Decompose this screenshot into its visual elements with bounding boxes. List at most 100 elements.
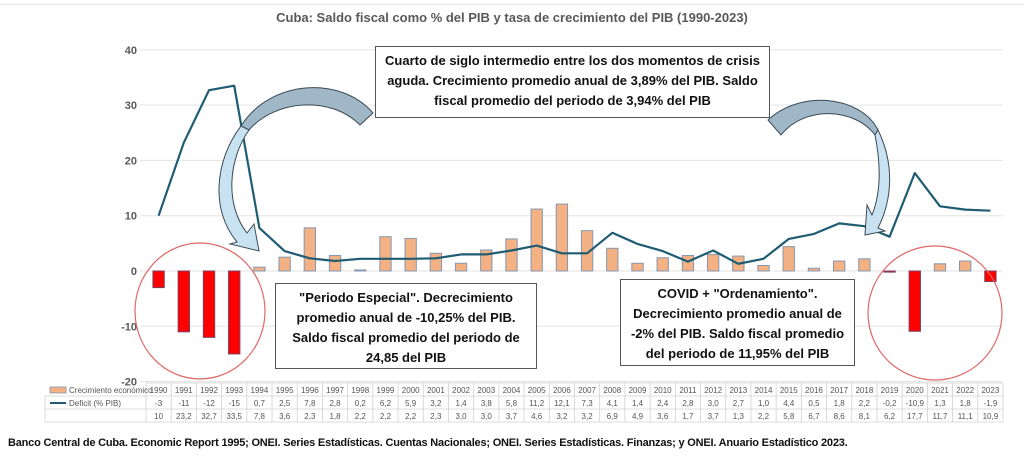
bar-2005 — [530, 208, 543, 272]
table-year: 2004 — [503, 386, 521, 395]
bar-2015 — [782, 246, 795, 272]
table-growth-value: 0,5 — [808, 399, 820, 408]
table-deficit-value: 3,7 — [708, 412, 720, 421]
table-year: 2019 — [881, 386, 899, 395]
table-deficit-value: 2,2 — [405, 412, 417, 421]
bar-1991 — [177, 270, 190, 333]
table-year: 2007 — [578, 386, 596, 395]
data-table: Crecimiento económico Deficit (% PIB) 1990… — [44, 382, 1004, 423]
table-deficit-value: 2,2 — [380, 412, 392, 421]
table-year: 2020 — [906, 386, 924, 395]
y-tick-label: 10 — [125, 211, 137, 223]
table-year: 2011 — [679, 386, 697, 395]
y-tick-label: 20 — [125, 155, 137, 167]
table-deficit-value: 10 — [154, 412, 163, 421]
table-year: 2016 — [805, 386, 823, 395]
bar-1995 — [278, 256, 291, 272]
curved-arrows — [218, 87, 891, 252]
table-growth-value: 11,2 — [529, 399, 545, 408]
table-year: 1991 — [175, 386, 193, 395]
y-tick-label: -10 — [121, 321, 137, 333]
bars-growth — [152, 203, 997, 355]
table-year: 2009 — [629, 386, 647, 395]
table-growth-value: 1,4 — [632, 399, 644, 408]
table-deficit-value: 11,1 — [958, 412, 974, 421]
arrow-left-back — [240, 87, 374, 131]
bar-2017 — [832, 260, 846, 272]
table-deficit-value: 6,7 — [808, 412, 820, 421]
table-year: 1999 — [377, 386, 395, 395]
table-year: 2018 — [855, 386, 873, 395]
table-year: 1998 — [351, 386, 369, 395]
y-tick-label: -20 — [121, 377, 137, 389]
legend-key-growth — [49, 386, 67, 394]
bar-2002 — [454, 262, 468, 272]
table-year: 2005 — [528, 386, 546, 395]
table-year: 2015 — [780, 386, 798, 395]
table-year: 2017 — [830, 386, 848, 395]
table-growth-value: 1,3 — [934, 399, 946, 408]
table-growth-value: 5,9 — [405, 399, 417, 408]
y-axis-ticks: 40 30 20 10 0 -10 -20 — [121, 45, 137, 389]
bar-2023 — [984, 270, 997, 283]
table-growth-value: 2,2 — [859, 399, 871, 408]
table-deficit-value: 2,2 — [355, 412, 367, 421]
table-growth-value: 1,0 — [758, 399, 770, 408]
table-year: 2003 — [477, 386, 495, 395]
bar-2001 — [429, 252, 443, 272]
table-year: 1990 — [150, 386, 168, 395]
bar-1993 — [228, 270, 241, 355]
table-deficit-value: 33,5 — [226, 412, 242, 421]
table-growth-value: 1,4 — [456, 399, 468, 408]
bar-2008 — [606, 247, 619, 272]
table-growth-value: 6,2 — [380, 399, 392, 408]
deficit-line — [157, 84, 991, 265]
table-deficit-value: 17,7 — [907, 412, 923, 421]
bar-1997 — [328, 255, 342, 272]
table-growth-value: -10,9 — [906, 399, 925, 408]
table-year: 2022 — [956, 386, 974, 395]
table-year: 2010 — [654, 386, 672, 395]
bar-2016 — [807, 267, 821, 272]
table-deficit-value: 1,3 — [733, 412, 745, 421]
table-deficit-value: 10,9 — [983, 412, 999, 421]
bar-2009 — [631, 262, 644, 272]
table-deficit-value: 1,8 — [329, 412, 341, 421]
table-deficit-value: 11,7 — [932, 412, 948, 421]
table-deficit-value: 3,0 — [456, 412, 468, 421]
table-deficit-value: 8,6 — [834, 412, 846, 421]
table-growth-value: 2,7 — [733, 399, 745, 408]
arrow-left-front — [218, 125, 260, 252]
bar-2014 — [757, 264, 770, 272]
table-year: 2013 — [729, 386, 747, 395]
bar-2011 — [681, 255, 695, 272]
callout-special-period: "Periodo Especial". Decrecimiento promed… — [275, 283, 537, 369]
table-deficit-value: 7,8 — [254, 412, 266, 421]
table-growth-value: 2,8 — [682, 399, 694, 408]
table-growth-value: -15 — [228, 399, 240, 408]
legend-label-deficit: Deficit (% PIB) — [69, 399, 121, 408]
bar-2003 — [480, 249, 493, 272]
table-growth-value: 2,8 — [329, 399, 341, 408]
table-growth-value: 1,8 — [834, 399, 846, 408]
table-growth-value: -0,2 — [883, 399, 897, 408]
table-deficit-value: 6,9 — [607, 412, 619, 421]
bar-2006 — [555, 203, 569, 272]
table-growth-value: 4,1 — [607, 399, 619, 408]
table-growth-value: 2,4 — [657, 399, 669, 408]
table-growth-value: 0,7 — [254, 399, 266, 408]
table-deficit-value: 2,3 — [304, 412, 316, 421]
y-tick-label: 30 — [125, 100, 137, 112]
table-deficit-value: 8,1 — [859, 412, 871, 421]
table-deficit-value: 2,2 — [758, 412, 770, 421]
bar-1994 — [253, 266, 266, 272]
table-deficit-value: 5,8 — [783, 412, 795, 421]
table-growth-value: 3,0 — [708, 399, 720, 408]
chart-title: Cuba: Saldo fiscal como % del PIB y tasa… — [276, 10, 748, 25]
table-growth-value: -12 — [203, 399, 215, 408]
callout-middle-period: Cuarto de siglo intermedio entre los dos… — [375, 46, 770, 118]
y-tick-label: 40 — [125, 45, 137, 57]
table-year: 2014 — [755, 386, 773, 395]
